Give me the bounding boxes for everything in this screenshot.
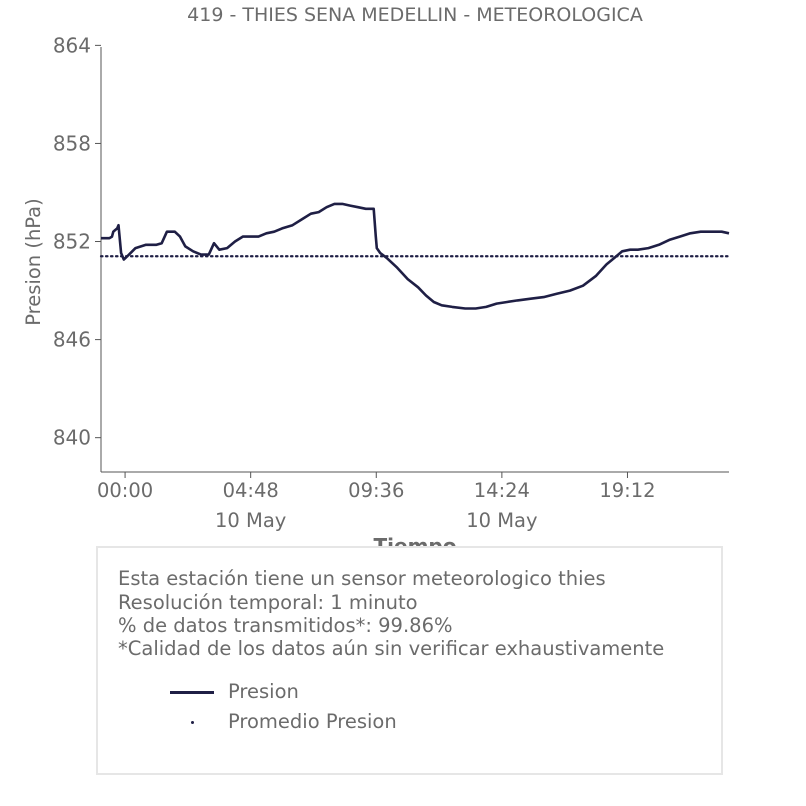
x-tick-label: 09:36 [348,479,404,502]
legend-label-presion: Presion [228,680,299,703]
y-axis-label: Presion (hPa) [22,198,45,325]
info-line-resolution: Resolución temporal: 1 minuto [118,591,418,614]
pressure-chart: 419 - THIES SENA MEDELLIN - METEOROLOGIC… [22,4,731,558]
chart-series [99,202,731,310]
x-tick-date-label: 10 May [215,509,286,532]
y-tick-label: 852 [53,230,91,254]
x-tick-label: 04:48 [223,479,279,502]
legend-label-promedio: Promedio Presion [228,710,397,733]
info-panel: Esta estación tiene un sensor meteorolog… [96,546,723,775]
x-tick-label: 00:00 [97,479,153,502]
legend-dot-marker [191,721,194,724]
info-line-sensor: Esta estación tiene un sensor meteorolog… [118,567,606,590]
chart-title: 419 - THIES SENA MEDELLIN - METEOROLOGIC… [187,4,643,26]
series-line-presion [101,202,730,310]
y-tick-label: 840 [53,426,91,450]
y-tick-label: 858 [53,131,91,155]
info-line-transmitted: % de datos transmitidos*: 99.86% [118,614,453,637]
x-tick-date-label: 10 May [466,509,537,532]
chart-axes [100,47,729,473]
chart-ticks: 864 858 852 846 840 00:00 04:48 10 May 09:36 14:2… [53,33,656,532]
x-tick-label: 14:24 [474,479,530,502]
y-tick-label: 864 [53,33,91,57]
y-tick-label: 846 [53,328,91,352]
x-tick-label: 19:12 [599,479,655,502]
legend-line-marker [170,691,214,694]
info-line-quality-note: *Calidad de los datos aún sin verificar … [118,637,665,660]
